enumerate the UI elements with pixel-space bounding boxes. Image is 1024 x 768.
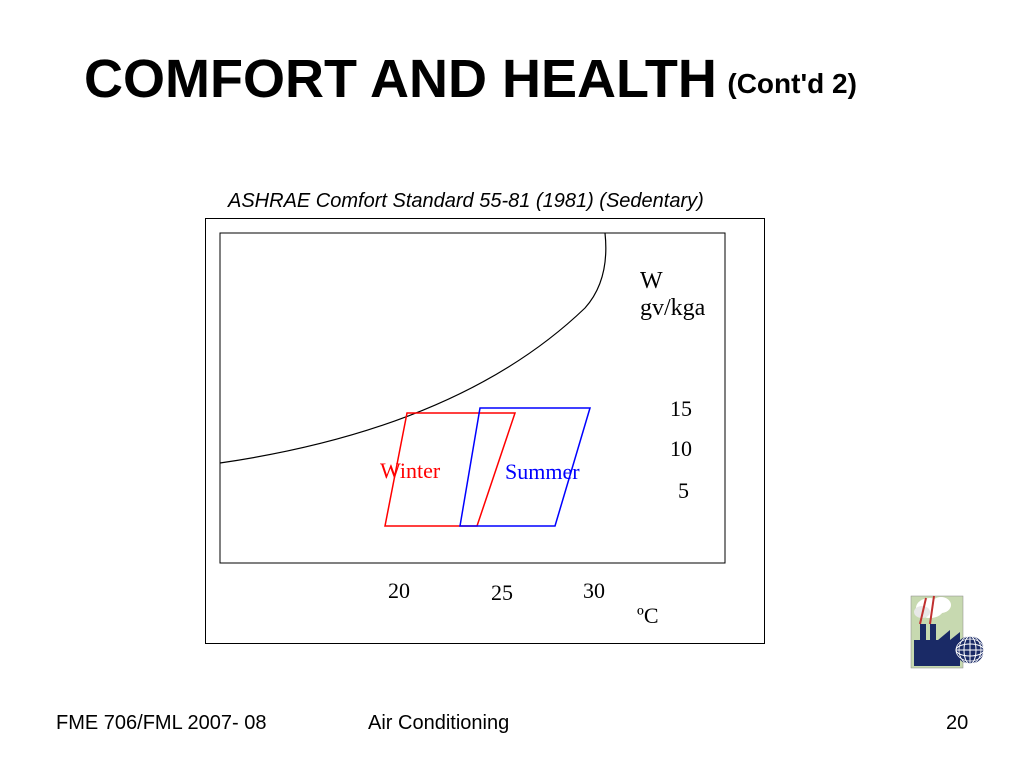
x-tick-20: 20 [388, 578, 410, 603]
factory-globe-icon [908, 590, 986, 676]
y-axis-symbol: W [640, 268, 663, 294]
y-tick-10: 10 [670, 436, 692, 461]
winter-label: Winter [380, 458, 441, 483]
footer-right: 20 [946, 712, 968, 735]
footer-left: FME 706/FML 2007- 08 [56, 712, 266, 735]
y-tick-5: 5 [678, 478, 689, 503]
y-tick-15: 15 [670, 396, 692, 421]
footer-center: Air Conditioning [368, 712, 509, 735]
x-tick-30: 30 [583, 578, 605, 603]
summer-label: Summer [505, 459, 580, 484]
x-axis-unit: ºC [637, 603, 659, 628]
psychrometric-chart: Winter Summer Wgv/kga ºC 15 10 5 20 25 30 [205, 218, 765, 644]
x-tick-25: 25 [491, 580, 513, 605]
logo-svg [908, 590, 986, 676]
slide: COMFORT AND HEALTH (Cont'd 2) ASHRAE Com… [0, 0, 1024, 768]
chart-caption: ASHRAE Comfort Standard 55-81 (1981) (Se… [228, 190, 704, 213]
y-axis-unit: gv/kga [640, 295, 706, 321]
title-main: COMFORT AND HEALTH [84, 49, 717, 109]
page-title: COMFORT AND HEALTH (Cont'd 2) [84, 48, 857, 110]
title-suffix: (Cont'd 2) [727, 68, 857, 99]
